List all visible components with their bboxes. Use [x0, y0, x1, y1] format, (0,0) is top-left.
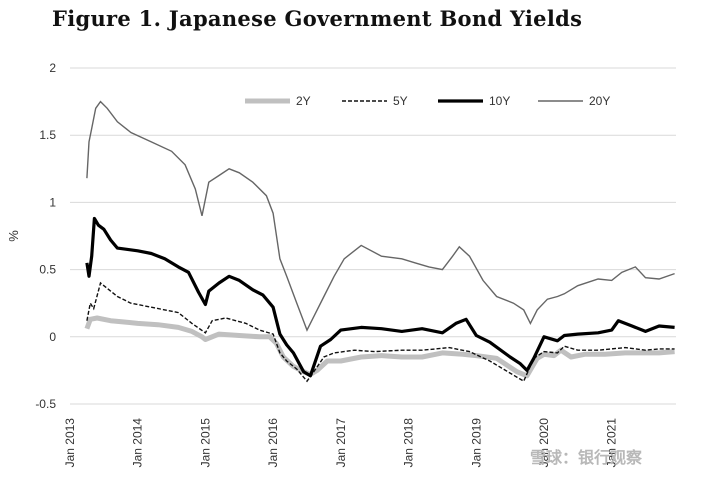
watermark: 雪球：银行观察: [530, 448, 643, 467]
y-tick-label: 1: [49, 195, 56, 209]
x-tick-label: Jan 2015: [198, 418, 212, 468]
series-line-2y: [84, 315, 675, 379]
x-tick-label: Jan 2017: [334, 418, 348, 468]
y-tick-label: 1.5: [39, 128, 56, 142]
y-tick-label: 0.5: [39, 263, 56, 277]
plot-area: [84, 100, 675, 383]
y-axis: 2 1.5 1 0.5 0 -0.5: [35, 61, 56, 411]
x-tick-label: Jan 2019: [469, 418, 483, 468]
series-line-10y: [85, 216, 675, 378]
legend: 2Y 5Y 10Y 20Y: [245, 94, 610, 108]
legend-label: 5Y: [393, 94, 408, 108]
legend-label: 10Y: [489, 94, 510, 108]
x-tick-label: Jan 2016: [266, 418, 280, 468]
x-tick-label: Jan 2018: [402, 418, 416, 468]
y-tick-label: 2: [49, 61, 56, 75]
legend-label: 20Y: [589, 94, 610, 108]
y-tick-label: 0: [49, 330, 56, 344]
y-axis-label: %: [6, 230, 21, 242]
y-tick-label: -0.5: [35, 397, 56, 411]
page-title: Figure 1. Japanese Government Bond Yield…: [52, 6, 583, 31]
x-axis: Jan 2013 Jan 2014 Jan 2015 Jan 2016 Jan 2017…: [63, 418, 619, 468]
legend-label: 2Y: [296, 94, 311, 108]
x-tick-label: Jan 2014: [131, 418, 145, 468]
series-line-5y: [86, 281, 675, 383]
x-tick-label: Jan 2020: [537, 418, 551, 468]
series-line-20y: [86, 100, 675, 332]
x-tick-label: Jan 2021: [605, 418, 619, 468]
x-tick-label: Jan 2013: [63, 418, 77, 468]
grid-lines: [70, 67, 676, 405]
